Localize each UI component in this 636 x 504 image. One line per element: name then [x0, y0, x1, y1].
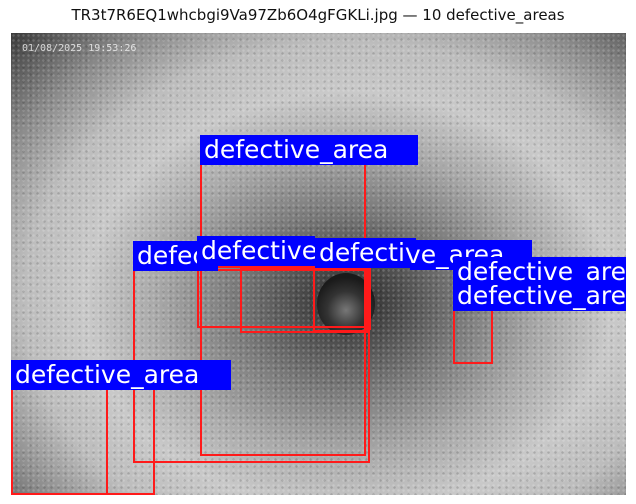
detection-box [11, 387, 108, 495]
detection-box [106, 387, 155, 495]
detection-box [365, 266, 371, 330]
detection-label: defective_area [197, 236, 315, 266]
timestamp-overlay: 01/08/2025 19:53:26 [22, 43, 137, 54]
detection-label: defective_area [11, 360, 231, 390]
detection-label: defective_area [315, 238, 416, 268]
detection-label: defective_area [200, 135, 418, 165]
detection-box [313, 268, 370, 332]
detection-label: defective_area [453, 281, 626, 311]
figure-title: TR3t7R6EQ1whcbgi9Va97Zb6O4gFGKLi.jpg — 1… [71, 6, 565, 24]
